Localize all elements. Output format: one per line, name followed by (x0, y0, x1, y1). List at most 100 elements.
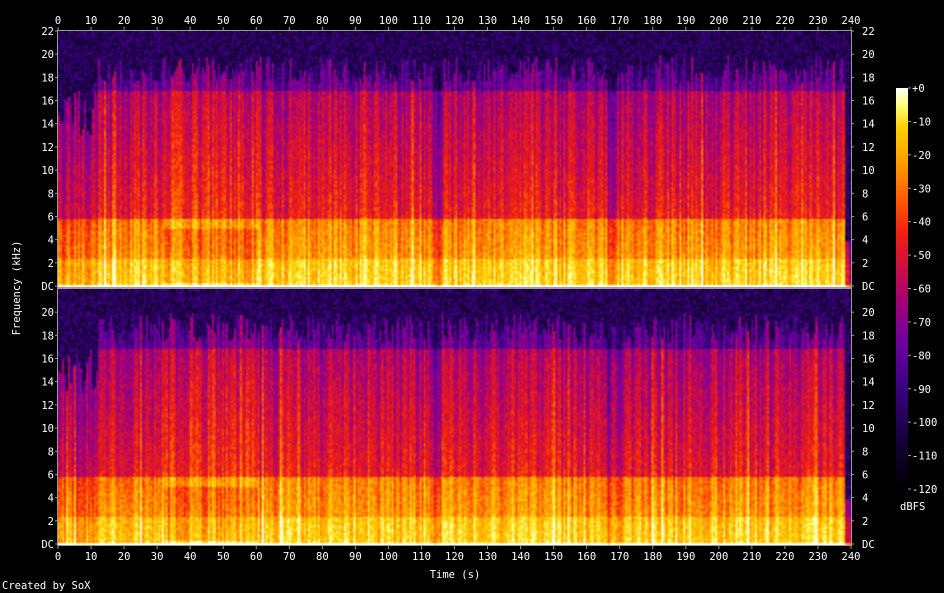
x-tick-label-top: 60 (250, 15, 263, 27)
x-tick-label-bottom: 0 (55, 551, 61, 563)
y-tick-label-right: 12 (862, 400, 875, 412)
colorbar-tick-label: -60 (912, 284, 931, 296)
channel-2-frame (57, 288, 852, 546)
x-tick-label-bottom: 60 (250, 551, 263, 563)
x-tick-label-bottom: 150 (544, 551, 563, 563)
x-tick-label-top: 10 (85, 15, 98, 27)
y-tick-label-left: 18 (41, 72, 54, 84)
y-tick-label-left: 20 (41, 49, 54, 61)
x-tick-label-top: 120 (445, 15, 464, 27)
colorbar-tick-label: -20 (912, 150, 931, 162)
y-tick-label-right: 16 (862, 354, 875, 366)
x-tick-label-bottom: 210 (742, 551, 761, 563)
x-tick-label-top: 70 (283, 15, 296, 27)
y-tick-label-right: 4 (862, 235, 868, 247)
x-tick-label-top: 170 (610, 15, 629, 27)
y-tick-label-left: 2 (48, 516, 54, 528)
y-tick-label-right: 18 (862, 330, 875, 342)
x-tick-label-top: 0 (55, 15, 61, 27)
y-tick-label-left: 12 (41, 400, 54, 412)
x-tick-label-bottom: 30 (151, 551, 164, 563)
x-tick-label-bottom: 70 (283, 551, 296, 563)
y-tick-label-right: DC (862, 539, 875, 551)
x-tick-label-top: 20 (118, 15, 131, 27)
colorbar-tick-label: -110 (912, 451, 937, 463)
x-axis-label: Time (s) (430, 569, 481, 581)
channel-1-spectrogram (58, 31, 851, 287)
x-tick-label-bottom: 10 (85, 551, 98, 563)
x-tick-label-top: 150 (544, 15, 563, 27)
y-tick-label-left: 22 (41, 26, 54, 38)
colorbar-tick-label: -40 (912, 217, 931, 229)
x-tick-label-bottom: 240 (842, 551, 861, 563)
y-tick-label-right: 22 (862, 26, 875, 38)
x-tick-label-bottom: 20 (118, 551, 131, 563)
y-tick-label-left: 20 (41, 307, 54, 319)
y-tick-label-right: 14 (862, 377, 875, 389)
x-tick-label-top: 50 (217, 15, 230, 27)
y-tick-label-left: 8 (48, 188, 54, 200)
x-tick-label-top: 40 (184, 15, 197, 27)
y-tick-label-right: DC (862, 281, 875, 293)
x-tick-label-bottom: 230 (808, 551, 827, 563)
colorbar-tick-label: +0 (912, 83, 925, 95)
y-tick-label-right: 18 (862, 72, 875, 84)
x-tick-label-top: 80 (316, 15, 329, 27)
x-tick-label-bottom: 200 (709, 551, 728, 563)
y-tick-label-left: DC (41, 281, 54, 293)
y-tick-label-left: 18 (41, 330, 54, 342)
y-tick-label-left: 4 (48, 235, 54, 247)
x-tick-label-bottom: 170 (610, 551, 629, 563)
y-tick-label-left: 14 (41, 377, 54, 389)
y-tick-label-left: 2 (48, 258, 54, 270)
x-tick-label-bottom: 160 (577, 551, 596, 563)
colorbar-tick-label: -120 (912, 484, 937, 496)
y-tick-label-right: 6 (862, 211, 868, 223)
x-tick-label-bottom: 110 (412, 551, 431, 563)
x-tick-label-bottom: 90 (349, 551, 362, 563)
y-tick-label-left: 10 (41, 165, 54, 177)
x-tick-label-bottom: 100 (379, 551, 398, 563)
x-tick-label-top: 240 (842, 15, 861, 27)
x-tick-label-top: 130 (478, 15, 497, 27)
y-tick-label-right: 4 (862, 493, 868, 505)
y-tick-label-right: 20 (862, 307, 875, 319)
x-tick-label-top: 200 (709, 15, 728, 27)
colorbar-tick-label: -90 (912, 384, 931, 396)
x-tick-label-top: 210 (742, 15, 761, 27)
x-tick-label-top: 90 (349, 15, 362, 27)
y-tick-label-left: 4 (48, 493, 54, 505)
colorbar-tick-label: -80 (912, 350, 931, 362)
x-tick-label-bottom: 130 (478, 551, 497, 563)
y-tick-label-left: DC (41, 539, 54, 551)
y-tick-label-right: 10 (862, 165, 875, 177)
y-tick-label-left: 6 (48, 211, 54, 223)
x-tick-label-bottom: 120 (445, 551, 464, 563)
colorbar-tick-label: -10 (912, 116, 931, 128)
colorbar-tick-label: -70 (912, 317, 931, 329)
axes-group: 0 0 10 10 20 20 30 30 40 40 50 50 60 60 70 70 80 80 90 90 10… (41, 15, 874, 563)
colorbar-tick-label: -100 (912, 417, 937, 429)
y-tick-label-right: 2 (862, 258, 868, 270)
x-tick-label-top: 110 (412, 15, 431, 27)
colorbar-tick-label: -50 (912, 250, 931, 262)
y-axis-label: Frequency (kHz) (11, 241, 23, 336)
y-tick-label-right: 2 (862, 516, 868, 528)
x-tick-label-top: 180 (643, 15, 662, 27)
y-tick-label-left: 14 (41, 119, 54, 131)
y-tick-label-left: 12 (41, 142, 54, 154)
x-tick-label-top: 220 (775, 15, 794, 27)
x-tick-label-bottom: 80 (316, 551, 329, 563)
colorbar-tick-label: -30 (912, 183, 931, 195)
y-tick-label-left: 10 (41, 423, 54, 435)
y-tick-label-right: 14 (862, 119, 875, 131)
y-tick-label-right: 12 (862, 142, 875, 154)
y-tick-label-left: 8 (48, 446, 54, 458)
channel-2-spectrogram (58, 289, 851, 545)
y-tick-label-left: 16 (41, 354, 54, 366)
y-tick-label-left: 6 (48, 469, 54, 481)
x-tick-label-top: 140 (511, 15, 530, 27)
x-tick-label-bottom: 140 (511, 551, 530, 563)
x-tick-label-top: 230 (808, 15, 827, 27)
